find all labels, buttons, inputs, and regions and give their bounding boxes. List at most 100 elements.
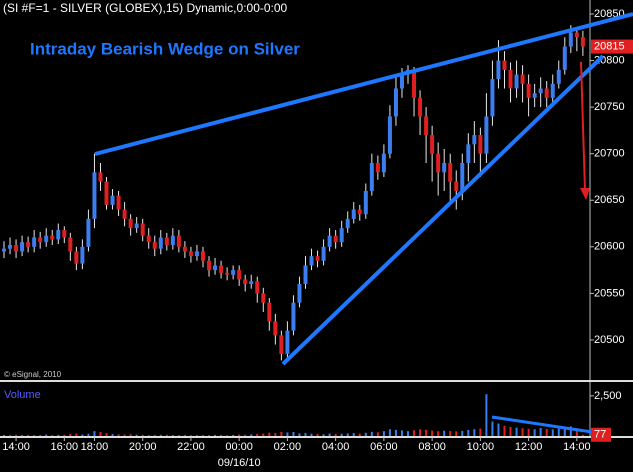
candle-body bbox=[381, 153, 386, 173]
candle-body bbox=[327, 235, 332, 247]
volume-bar bbox=[21, 435, 24, 436]
volume-bar bbox=[244, 434, 247, 436]
volume-bar bbox=[256, 433, 259, 436]
x-tick-label: 14:00 bbox=[2, 441, 30, 453]
candle-body bbox=[261, 293, 266, 303]
candle-body bbox=[92, 172, 97, 219]
candle-body bbox=[399, 74, 404, 89]
volume-bar bbox=[316, 434, 319, 436]
x-tick-label: 06:00 bbox=[370, 441, 398, 453]
candle-body bbox=[580, 37, 585, 47]
volume-title: Volume bbox=[4, 389, 41, 401]
upper-trendline bbox=[94, 12, 633, 156]
candle-body bbox=[152, 242, 157, 249]
volume-bar bbox=[551, 429, 554, 436]
lower-trendline bbox=[281, 54, 605, 366]
candle-body bbox=[273, 321, 278, 336]
x-tick-label: 08:00 bbox=[418, 441, 446, 453]
candle-body bbox=[86, 218, 91, 247]
volume-bar bbox=[413, 430, 416, 436]
volume-bar bbox=[407, 431, 410, 436]
candle-body bbox=[249, 281, 254, 285]
candle-body bbox=[502, 60, 507, 70]
volume-bar bbox=[274, 433, 277, 436]
candle-body bbox=[158, 237, 163, 249]
candle-body bbox=[116, 195, 121, 210]
candle-body bbox=[291, 302, 296, 331]
date-label: 09/16/10 bbox=[218, 457, 261, 469]
candle-body bbox=[526, 83, 531, 98]
volume-bar bbox=[87, 433, 90, 436]
volume-bar bbox=[581, 434, 584, 436]
y-tick-label: 20700 bbox=[594, 148, 625, 160]
candle-body bbox=[412, 69, 417, 98]
last-volume-tag bbox=[591, 427, 611, 442]
x-tick-label: 16:00 bbox=[51, 441, 79, 453]
candle-body bbox=[297, 284, 302, 303]
volume-bar bbox=[45, 434, 48, 436]
volume-bar bbox=[491, 421, 494, 436]
volume-bar bbox=[485, 394, 488, 436]
volume-bar bbox=[503, 425, 506, 436]
candle-body bbox=[345, 218, 350, 229]
volume-bar bbox=[461, 430, 464, 436]
volume-bar bbox=[322, 434, 325, 436]
volume-bar bbox=[93, 431, 96, 436]
volume-bar bbox=[455, 431, 458, 436]
volume-bar bbox=[123, 434, 126, 436]
volume-bar bbox=[539, 427, 542, 436]
volume-bar bbox=[214, 434, 217, 436]
candle-body bbox=[315, 256, 320, 261]
candle-body bbox=[26, 242, 31, 247]
candle-body bbox=[430, 135, 435, 154]
candle-body bbox=[369, 162, 374, 191]
candle-body bbox=[478, 135, 483, 154]
candle-body bbox=[2, 248, 6, 252]
candle-body bbox=[393, 88, 398, 117]
volume-bar bbox=[364, 432, 367, 436]
candle-body bbox=[62, 230, 67, 238]
candle-body bbox=[80, 246, 85, 264]
candle-body bbox=[98, 172, 103, 182]
volume-bar bbox=[557, 428, 560, 436]
volume-bar bbox=[105, 433, 108, 436]
candle-body bbox=[321, 246, 326, 261]
volume-bar bbox=[3, 435, 5, 436]
last-volume-label: 77 bbox=[594, 429, 606, 441]
candle-body bbox=[170, 235, 175, 245]
candle-body bbox=[50, 235, 55, 240]
x-tick-label: 22:00 bbox=[177, 441, 205, 453]
volume-bar bbox=[69, 434, 72, 436]
projection-arrow bbox=[580, 61, 586, 191]
volume-bar bbox=[129, 434, 132, 436]
candle-body bbox=[128, 218, 133, 229]
volume-bar bbox=[431, 430, 434, 436]
volume-bar bbox=[545, 428, 548, 436]
volume-bar bbox=[467, 429, 470, 436]
candle-body bbox=[454, 181, 459, 191]
y-tick-label: 20550 bbox=[594, 287, 625, 299]
x-tick-label: 02:00 bbox=[274, 441, 302, 453]
volume-bar bbox=[479, 428, 482, 436]
volume-bar bbox=[280, 431, 283, 436]
x-tick-label: 20:00 bbox=[129, 441, 157, 453]
volume-bar bbox=[346, 433, 349, 436]
candle-body bbox=[188, 251, 193, 257]
candle-body bbox=[134, 223, 139, 229]
volume-bar bbox=[135, 434, 138, 436]
volume-bar bbox=[177, 435, 180, 436]
candle-body bbox=[424, 116, 429, 136]
volume-bar bbox=[201, 435, 204, 436]
candle-body bbox=[285, 330, 290, 354]
candle-body bbox=[20, 242, 25, 252]
candle-body bbox=[490, 79, 495, 117]
volume-bar bbox=[310, 433, 313, 436]
candle-body bbox=[442, 162, 447, 173]
candle-body bbox=[140, 223, 145, 236]
volume-bar bbox=[419, 429, 422, 436]
volume-trendline bbox=[491, 415, 593, 434]
volume-bar bbox=[33, 435, 36, 436]
candle-body bbox=[237, 270, 242, 280]
